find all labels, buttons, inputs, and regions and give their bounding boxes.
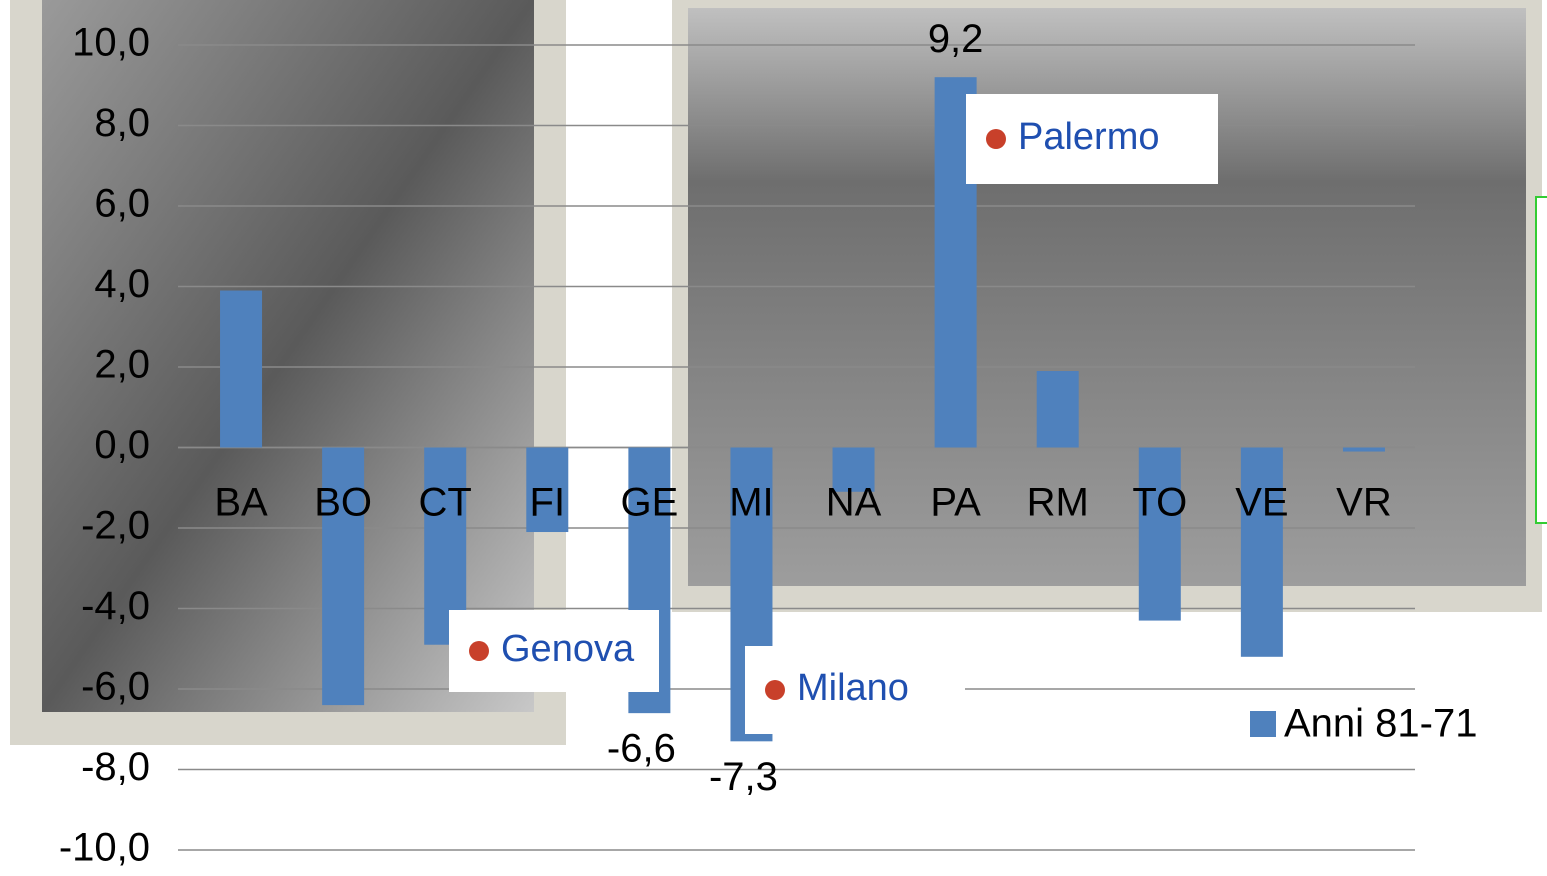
x-tick-label: VE <box>1235 481 1288 525</box>
x-tick-label: PA <box>930 481 981 525</box>
y-tick-label: -6,0 <box>81 665 150 709</box>
data-label: -7,3 <box>709 755 778 799</box>
x-tick-label: NA <box>826 481 882 525</box>
x-tick-label: RM <box>1027 481 1089 525</box>
x-tick-label: BA <box>214 481 268 525</box>
bar <box>1343 448 1385 452</box>
x-tick-label: CT <box>419 481 472 525</box>
x-tick-label: TO <box>1132 481 1187 525</box>
y-tick-label: 2,0 <box>94 343 150 387</box>
legend-label: Anni 81-71 <box>1284 702 1477 746</box>
y-tick-label: 0,0 <box>94 423 150 467</box>
y-tick-label: 6,0 <box>94 182 150 226</box>
annotation: Milano <box>797 667 909 709</box>
y-tick-label: 4,0 <box>94 262 150 306</box>
x-tick-label: VR <box>1336 481 1392 525</box>
bar <box>1241 448 1283 657</box>
y-tick-label: -2,0 <box>81 504 150 548</box>
data-label: 9,2 <box>928 17 984 61</box>
y-tick-label: -10,0 <box>59 826 150 870</box>
side-box <box>1536 197 1547 523</box>
x-tick-label: MI <box>729 481 773 525</box>
y-tick-label: -4,0 <box>81 584 150 628</box>
y-tick-label: -8,0 <box>81 745 150 789</box>
annotation-icon <box>765 680 785 700</box>
x-tick-label: GE <box>620 481 678 525</box>
annotation-icon <box>986 129 1006 149</box>
data-label: -6,6 <box>607 727 676 771</box>
annotation-icon <box>469 641 489 661</box>
annotation: Genova <box>501 628 635 670</box>
legend-swatch <box>1250 711 1276 737</box>
bar <box>220 291 262 448</box>
annotation: Palermo <box>1018 116 1160 158</box>
x-tick-label: FI <box>530 481 566 525</box>
y-tick-label: 8,0 <box>94 101 150 145</box>
x-tick-label: BO <box>314 481 372 525</box>
y-tick-label: 10,0 <box>72 21 150 65</box>
chart: -10,0 -8,0 -6,0 -4,0 -2,0 0,0 2,0 4,0 6,0 8,0 10,0… <box>0 0 1547 871</box>
bar <box>1037 371 1079 447</box>
bar <box>1139 448 1181 621</box>
